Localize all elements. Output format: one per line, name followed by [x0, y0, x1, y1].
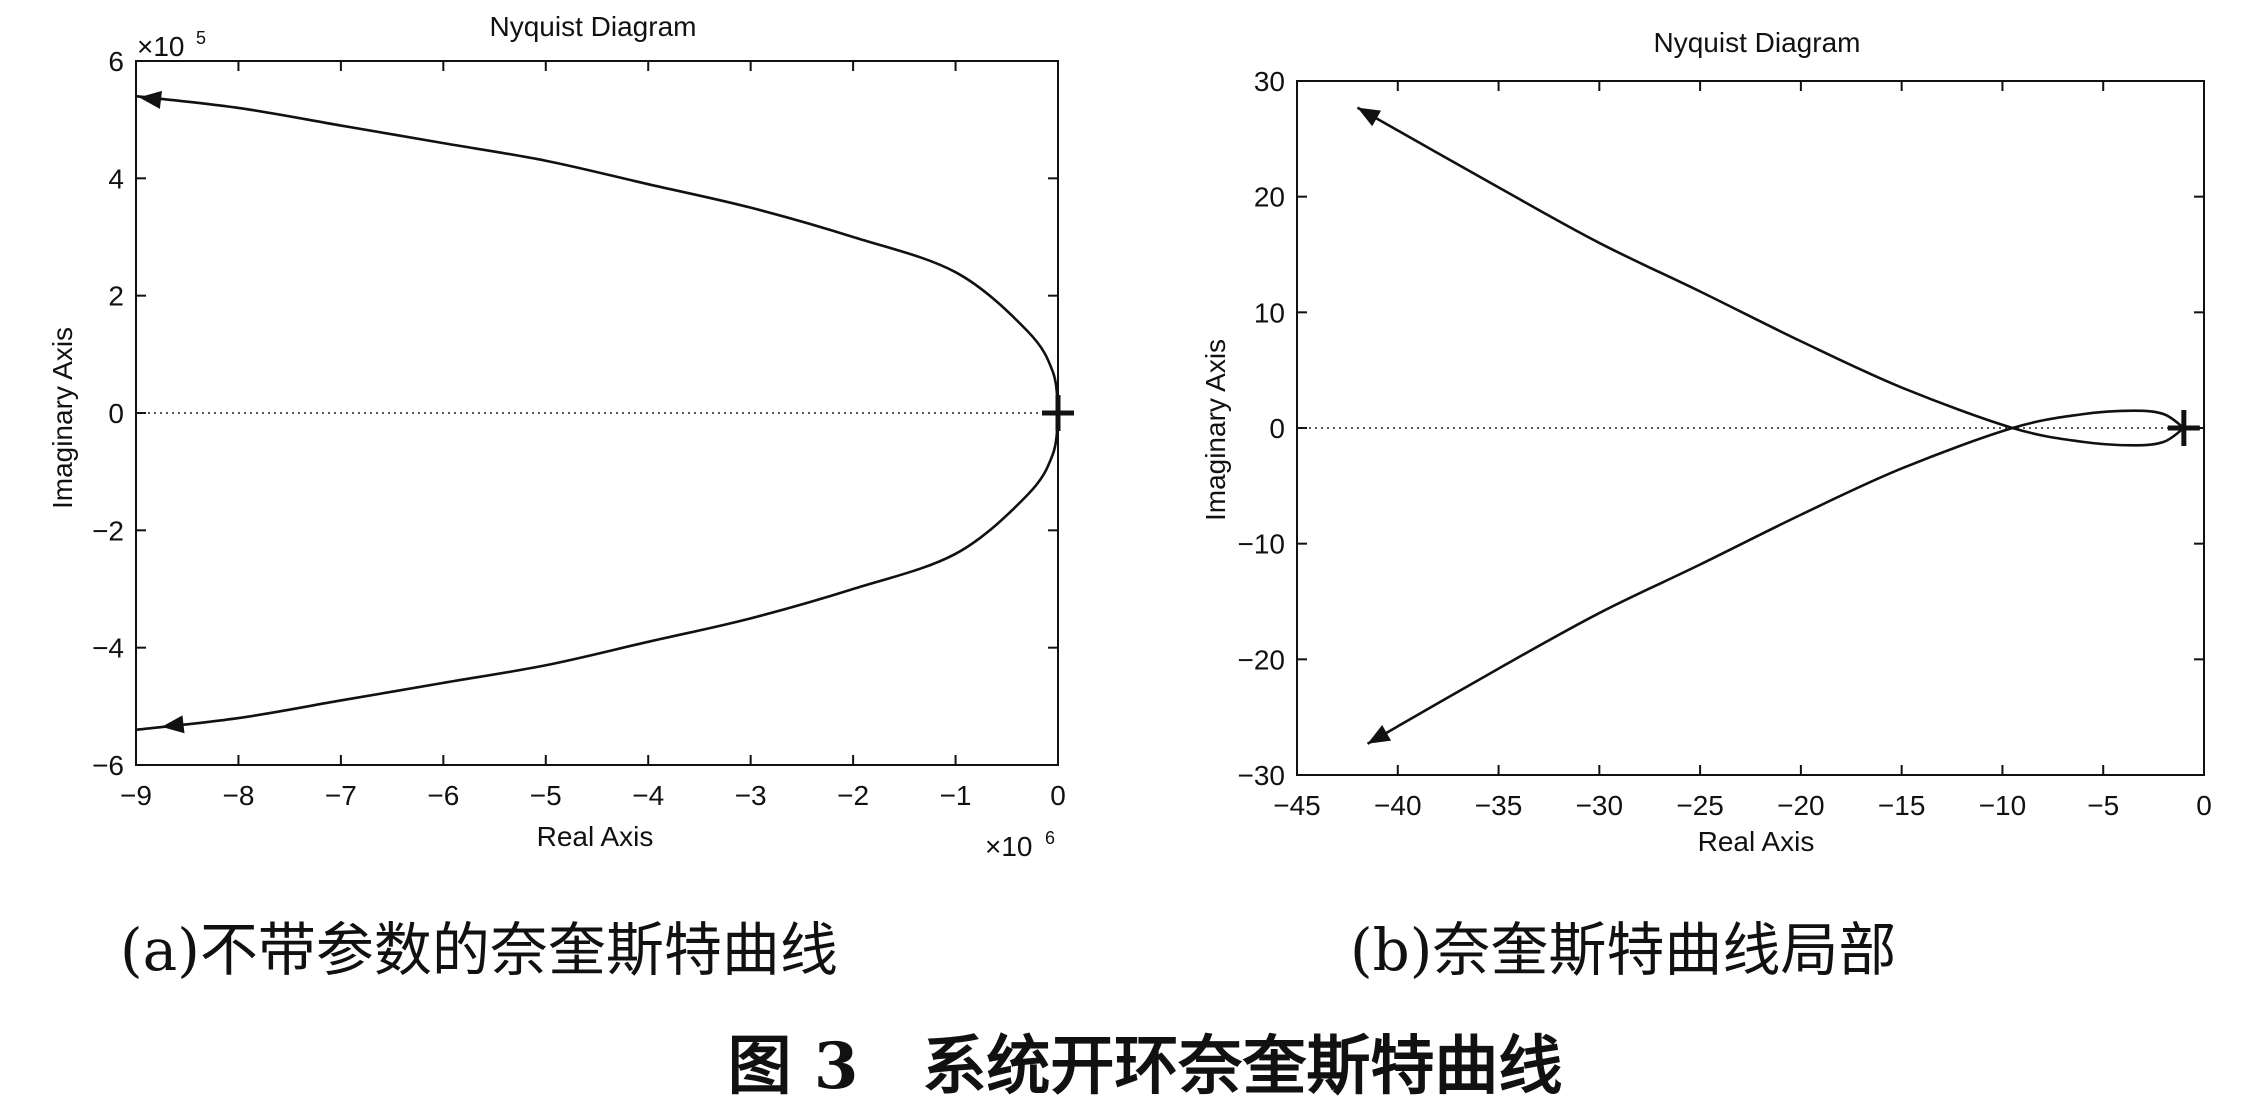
chart-a-series-negative-frequency — [135, 412, 1060, 732]
chart-a-series-positive-frequency — [135, 94, 1060, 414]
chart-a-ytick-label: −4 — [92, 633, 124, 664]
figure-caption: 图 3 系统开环奈奎斯特曲线 — [728, 1029, 1563, 1104]
chart-a-x-exponent: ×10 6 — [985, 828, 1055, 862]
chart-a-y-exponent-power: 5 — [196, 28, 206, 48]
chart-a-ytick-label: −6 — [92, 750, 124, 781]
chart-b-xtick-label: −30 — [1576, 790, 1624, 821]
chart-b-title: Nyquist Diagram — [1654, 27, 1861, 58]
chart-b-xtick-label: −20 — [1777, 790, 1825, 821]
chart-a-y-exponent-base: ×10 — [137, 31, 185, 62]
chart-b-ytick-label: 30 — [1254, 66, 1285, 97]
chart-a-ylabel: Imaginary Axis — [47, 327, 78, 509]
chart-a: Nyquist Diagram ×10 5 ×10 6 Real Axis Im… — [47, 11, 1074, 862]
chart-a-xtick-label: −9 — [120, 780, 152, 811]
chart-b-ytick-label: 10 — [1254, 297, 1285, 328]
chart-b-ytick-label: −20 — [1238, 644, 1286, 675]
chart-b-ytick-label: −10 — [1238, 529, 1286, 560]
chart-b-xtick-label: 0 — [2196, 790, 2212, 821]
chart-a-xtick-label: −8 — [222, 780, 254, 811]
chart-b-ytick-label: 0 — [1269, 413, 1285, 444]
chart-a-title: Nyquist Diagram — [490, 11, 697, 42]
chart-a-y-exponent: ×10 5 — [137, 28, 206, 62]
chart-a-ytick-label: 4 — [108, 163, 124, 194]
chart-b-xlabel: Real Axis — [1698, 826, 1815, 857]
chart-b-xtick-label: −10 — [1979, 790, 2027, 821]
chart-a-arrow-positive-frequency — [139, 90, 162, 109]
chart-a-xtick-label: −4 — [632, 780, 664, 811]
chart-b-arrow-upper-branch — [1357, 107, 1382, 127]
chart-b-ylabel: Imaginary Axis — [1200, 339, 1231, 521]
chart-b-xtick-label: −35 — [1475, 790, 1523, 821]
chart-a-xtick-label: −2 — [837, 780, 869, 811]
chart-b-arrow-lower-branch — [1367, 725, 1392, 744]
chart-a-ytick-label: 0 — [108, 398, 124, 429]
chart-a-xtick-label: −6 — [427, 780, 459, 811]
chart-a-xtick-label: −7 — [325, 780, 357, 811]
chart-a-xtick-label: −3 — [735, 780, 767, 811]
chart-b-xtick-label: −5 — [2087, 790, 2119, 821]
chart-b-xtick-label: −15 — [1878, 790, 1926, 821]
chart-b-xtick-label: −45 — [1273, 790, 1321, 821]
chart-b-xtick-label: −40 — [1374, 790, 1422, 821]
chart-b-ytick-label: 20 — [1254, 182, 1285, 213]
chart-a-ytick-label: 6 — [108, 46, 124, 77]
chart-a-ytick-label: −2 — [92, 515, 124, 546]
subcaption-b: (b)奈奎斯特曲线局部 — [1350, 916, 1896, 984]
chart-a-x-exponent-power: 6 — [1045, 828, 1055, 848]
chart-a-xtick-label: −5 — [530, 780, 562, 811]
chart-a-xtick-label: −1 — [940, 780, 972, 811]
chart-a-xlabel: Real Axis — [537, 821, 654, 852]
chart-b-series-upper-branch — [1356, 106, 2185, 447]
chart-b-ytick-label: −30 — [1238, 760, 1286, 791]
chart-b: Nyquist Diagram Real Axis Imaginary Axis… — [1200, 27, 2212, 857]
chart-b-series-lower-branch — [1366, 409, 2185, 745]
subcaption-a: (a)不带参数的奈奎斯特曲线 — [120, 916, 838, 984]
chart-b-plot-frame — [1296, 80, 2205, 776]
chart-a-arrow-negative-frequency — [161, 715, 185, 734]
chart-a-xtick-label: 0 — [1050, 780, 1066, 811]
chart-b-xtick-label: −25 — [1676, 790, 1724, 821]
chart-a-x-exponent-base: ×10 — [985, 831, 1033, 862]
chart-a-ytick-label: 2 — [108, 281, 124, 312]
